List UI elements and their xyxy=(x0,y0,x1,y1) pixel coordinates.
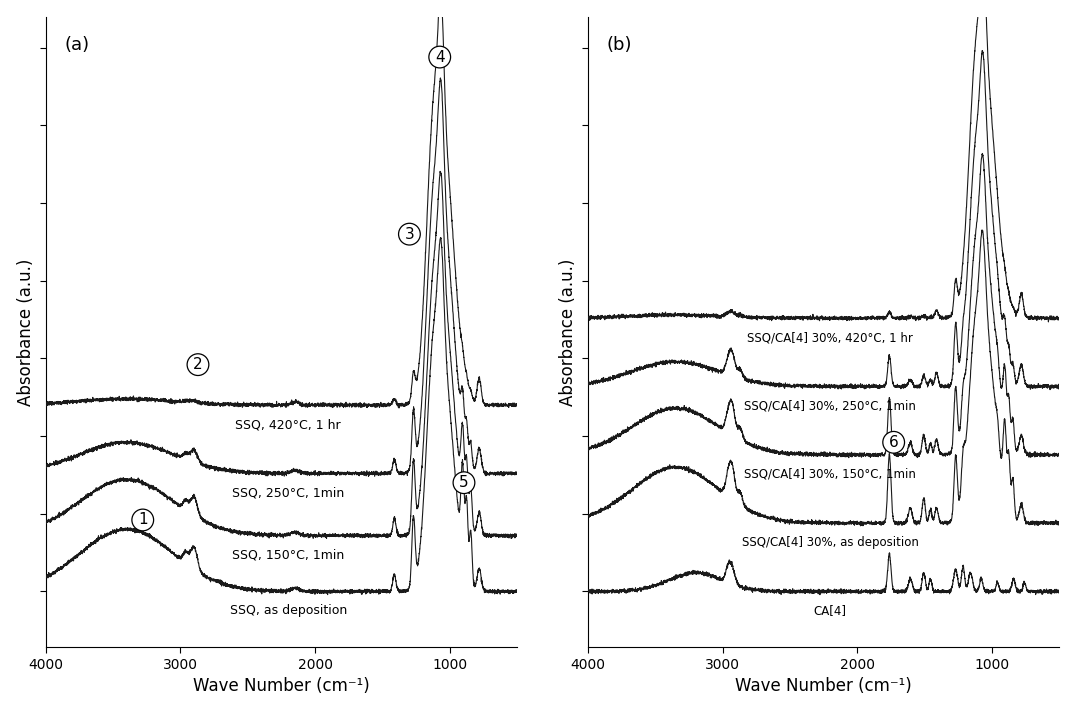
Y-axis label: Absorbance (a.u.): Absorbance (a.u.) xyxy=(16,258,34,406)
Text: 3: 3 xyxy=(405,226,414,241)
Text: SSQ, 150°C, 1min: SSQ, 150°C, 1min xyxy=(232,548,344,562)
Text: (a): (a) xyxy=(65,36,89,53)
Text: 6: 6 xyxy=(889,435,898,450)
Text: SSQ, as deposition: SSQ, as deposition xyxy=(229,604,346,617)
Text: 4: 4 xyxy=(435,50,444,65)
X-axis label: Wave Number (cm⁻¹): Wave Number (cm⁻¹) xyxy=(735,677,912,696)
Text: 2: 2 xyxy=(194,357,202,372)
Text: CA[4]: CA[4] xyxy=(813,604,847,617)
Text: SSQ/CA[4] 30%, 150°C, 1min: SSQ/CA[4] 30%, 150°C, 1min xyxy=(745,468,917,481)
Text: (b): (b) xyxy=(607,36,633,53)
Text: 1: 1 xyxy=(138,513,147,528)
Text: SSQ/CA[4] 30%, 250°C, 1min: SSQ/CA[4] 30%, 250°C, 1min xyxy=(745,399,917,412)
Text: SSQ, 250°C, 1min: SSQ, 250°C, 1min xyxy=(232,486,344,499)
Text: 5: 5 xyxy=(459,475,469,490)
Y-axis label: Absorbance (a.u.): Absorbance (a.u.) xyxy=(558,258,577,406)
Text: SSQ, 420°C, 1 hr: SSQ, 420°C, 1 hr xyxy=(236,418,341,431)
Text: SSQ/CA[4] 30%, as deposition: SSQ/CA[4] 30%, as deposition xyxy=(742,536,919,549)
Text: SSQ/CA[4] 30%, 420°C, 1 hr: SSQ/CA[4] 30%, 420°C, 1 hr xyxy=(748,331,914,344)
X-axis label: Wave Number (cm⁻¹): Wave Number (cm⁻¹) xyxy=(193,677,370,696)
